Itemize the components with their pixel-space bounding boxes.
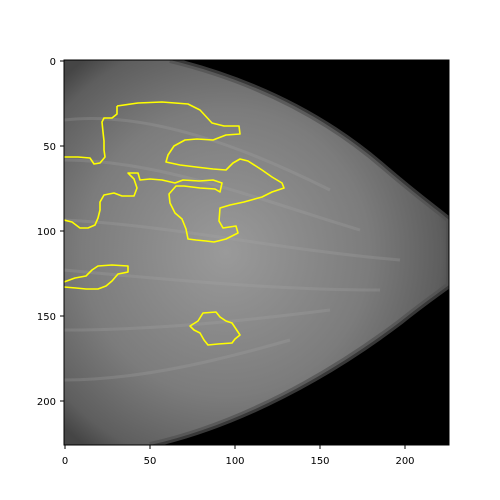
y-tick-label: 0 <box>50 57 56 68</box>
x-tick-label: 150 <box>310 456 329 467</box>
mammogram-image <box>64 60 449 445</box>
y-tick-label: 100 <box>37 227 56 238</box>
contour-upper-left <box>64 106 118 165</box>
y-axis: 0 50 100 150 200 <box>37 57 64 408</box>
y-tick-label: 50 <box>43 142 56 153</box>
contour-mid-left <box>64 264 129 290</box>
x-axis: 0 50 100 150 200 <box>62 445 415 467</box>
breast-tissue <box>64 60 449 445</box>
contour-upper-large <box>64 101 285 243</box>
y-tick-label: 150 <box>37 312 56 323</box>
x-tick-label: 200 <box>395 456 414 467</box>
skin-edge <box>149 60 449 445</box>
x-tick-label: 0 <box>62 456 68 467</box>
axes-frame <box>63 59 450 446</box>
contour-lower-small <box>189 311 241 346</box>
x-tick-label: 100 <box>225 456 244 467</box>
segmentation-contours <box>64 101 285 346</box>
x-tick-label: 50 <box>144 456 157 467</box>
y-tick-label: 200 <box>37 397 56 408</box>
